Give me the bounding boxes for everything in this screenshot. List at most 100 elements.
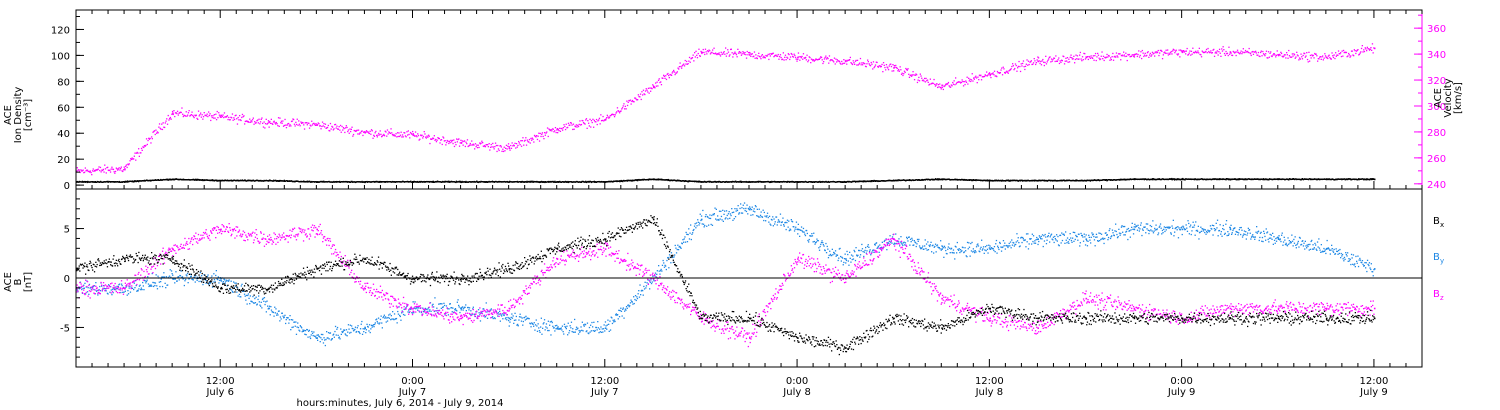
- point: [95, 282, 97, 284]
- point: [450, 139, 452, 142]
- point: [123, 166, 125, 168]
- point: [472, 143, 474, 145]
- point: [1244, 178, 1246, 180]
- point: [1222, 46, 1224, 48]
- point: [1193, 52, 1195, 54]
- point: [498, 149, 500, 152]
- point: [1253, 51, 1255, 53]
- point: [308, 330, 310, 332]
- point: [1244, 51, 1246, 54]
- point: [636, 99, 638, 101]
- point: [866, 63, 868, 65]
- point: [93, 288, 95, 291]
- point: [530, 180, 533, 182]
- point: [229, 119, 231, 121]
- point: [156, 285, 158, 287]
- point: [297, 124, 299, 126]
- point: [1315, 53, 1317, 55]
- point: [404, 135, 407, 137]
- point: [285, 322, 287, 325]
- point: [357, 133, 359, 135]
- point: [1089, 179, 1091, 181]
- point: [142, 146, 144, 148]
- point: [376, 134, 378, 137]
- point: [175, 112, 177, 114]
- point: [631, 180, 633, 182]
- point: [726, 52, 728, 55]
- point: [338, 336, 341, 338]
- point: [978, 74, 981, 76]
- point: [856, 59, 859, 61]
- point: [835, 58, 837, 60]
- point: [873, 180, 875, 182]
- point: [193, 116, 195, 119]
- point: [1186, 47, 1188, 50]
- point: [1370, 47, 1372, 49]
- point: [905, 180, 907, 182]
- point: [418, 139, 420, 141]
- point: [320, 128, 322, 130]
- point: [1301, 56, 1303, 58]
- point: [117, 288, 119, 290]
- point: [305, 334, 307, 336]
- point: [239, 296, 241, 298]
- point: [578, 123, 580, 126]
- point: [318, 123, 320, 125]
- point: [1007, 72, 1009, 74]
- point: [426, 135, 428, 137]
- point: [223, 116, 225, 119]
- point: [910, 74, 912, 76]
- point: [285, 127, 288, 129]
- point: [1288, 55, 1291, 57]
- point: [961, 79, 963, 81]
- point: [1127, 53, 1129, 56]
- point: [322, 125, 324, 127]
- point: [759, 56, 761, 58]
- point: [579, 120, 581, 122]
- point: [195, 178, 197, 181]
- point: [1260, 50, 1262, 52]
- point: [321, 125, 323, 128]
- point: [757, 55, 759, 57]
- point: [788, 180, 790, 183]
- point: [363, 131, 365, 133]
- point: [924, 81, 926, 83]
- point: [559, 130, 562, 132]
- point: [120, 283, 123, 285]
- point: [730, 48, 732, 50]
- point: [710, 52, 712, 54]
- bottom-panel-data: [76, 202, 1376, 356]
- point: [459, 180, 461, 182]
- point: [577, 124, 579, 126]
- point: [942, 84, 944, 86]
- point: [1158, 178, 1160, 181]
- point: [288, 319, 291, 321]
- point: [265, 118, 267, 120]
- point: [672, 71, 674, 73]
- point: [1218, 48, 1221, 50]
- point: [663, 74, 665, 76]
- point: [107, 166, 109, 168]
- point: [1200, 56, 1203, 58]
- point: [261, 298, 264, 301]
- point: [202, 118, 204, 120]
- point: [321, 338, 323, 341]
- point: [823, 61, 825, 63]
- point: [749, 52, 751, 54]
- point: [826, 57, 828, 59]
- point: [308, 329, 310, 331]
- point: [745, 57, 748, 59]
- point: [270, 122, 272, 124]
- point: [1160, 49, 1162, 52]
- point: [1151, 51, 1154, 53]
- point: [242, 116, 244, 118]
- data-point: [508, 181, 511, 183]
- point: [906, 69, 908, 71]
- point: [157, 179, 159, 181]
- point: [374, 132, 376, 134]
- point: [943, 85, 945, 88]
- point: [680, 65, 682, 68]
- point: [545, 132, 547, 134]
- point: [800, 57, 802, 59]
- point: [1017, 67, 1019, 69]
